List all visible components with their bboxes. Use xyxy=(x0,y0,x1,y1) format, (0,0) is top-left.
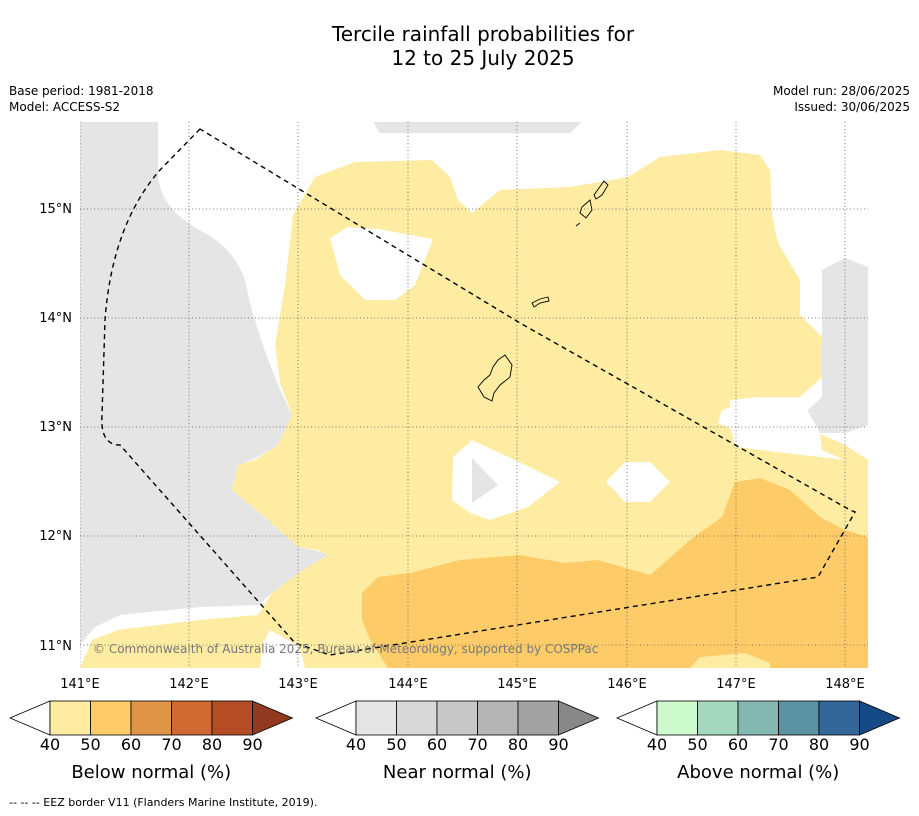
island-rota xyxy=(531,296,550,308)
legend-below-normal: 40 50 60 70 80 90 Below normal (%) xyxy=(8,700,294,783)
legend-tick-label: 60 xyxy=(121,735,141,754)
near-normal-region-north xyxy=(373,122,582,133)
climatology-patch-south xyxy=(260,630,305,668)
copyright-notice: © Commonwealth of Australia 2025, Bureau… xyxy=(93,642,598,656)
lat-label: 14°N xyxy=(39,311,72,326)
lat-label: 11°N xyxy=(39,639,72,654)
graticule xyxy=(80,122,868,668)
legend-tick-label: 80 xyxy=(809,735,829,754)
climatology-hole-east xyxy=(606,462,670,502)
near-normal-region-east xyxy=(800,258,868,433)
legend-band xyxy=(656,700,698,736)
lon-label: 147°E xyxy=(716,677,756,692)
legend-tick-label: 50 xyxy=(687,735,707,754)
legend-band xyxy=(211,700,253,736)
legend-above-normal: 40 50 60 70 80 90 Above normal (%) xyxy=(615,700,901,783)
issued-date: Issued: 30/06/2025 xyxy=(794,100,910,114)
forecast-map: © Commonwealth of Australia 2025, Bureau… xyxy=(39,122,868,692)
legend-tick-label: 60 xyxy=(728,735,748,754)
island-tinian-saipan xyxy=(575,180,609,227)
legend-band xyxy=(130,700,172,736)
legend-tick-label: 60 xyxy=(427,735,447,754)
lat-label: 12°N xyxy=(39,529,72,544)
legend-extend-high xyxy=(558,700,600,736)
legend-near-normal: 40 50 60 70 80 90 Near normal (%) xyxy=(314,700,600,783)
legend-band xyxy=(171,700,213,736)
legend-band xyxy=(90,700,132,736)
legend-tick-label: 80 xyxy=(508,735,528,754)
meta-right: Model run: 28/06/2025 Issued: 30/06/2025 xyxy=(773,83,910,115)
legend-title: Above normal (%) xyxy=(677,762,839,783)
lon-label: 143°E xyxy=(278,677,318,692)
legend-band xyxy=(517,700,559,736)
legend-band xyxy=(436,700,478,736)
legend-tick-label: 70 xyxy=(768,735,788,754)
near-normal-region-west xyxy=(80,122,328,645)
legend-tick-label: 90 xyxy=(242,735,262,754)
legend-extend-high xyxy=(859,700,901,736)
legend-tick-label: 40 xyxy=(346,735,366,754)
legend-extend-high xyxy=(252,700,294,736)
title-line-2: 12 to 25 July 2025 xyxy=(391,46,575,70)
legend-band xyxy=(477,700,519,736)
near-normal-spot-central xyxy=(472,458,498,503)
lon-label: 142°E xyxy=(169,677,209,692)
eez-footnote: -- -- -- EEZ border V11 (Flanders Marine… xyxy=(9,796,318,809)
legend-tick-label: 50 xyxy=(386,735,406,754)
legend-tick-label: 40 xyxy=(40,735,60,754)
legend-tick-label: 70 xyxy=(161,735,181,754)
legend-title: Near normal (%) xyxy=(383,762,532,783)
lon-label: 148°E xyxy=(825,677,865,692)
legend-band xyxy=(697,700,739,736)
climatology-notch-east xyxy=(730,397,845,460)
model-run: Model run: 28/06/2025 xyxy=(772,84,910,98)
legend-tick-label: 40 xyxy=(647,735,667,754)
legend-band xyxy=(737,700,779,736)
below-normal-50-region xyxy=(362,478,868,668)
base-period: Base period: 1981-2018 xyxy=(9,84,154,98)
lon-label: 145°E xyxy=(497,677,537,692)
lat-label: 15°N xyxy=(39,202,72,217)
chart-title: Tercile rainfall probabilities for 12 to… xyxy=(0,22,919,70)
legend-band xyxy=(778,700,820,736)
below-normal-40-region xyxy=(80,150,868,668)
legend-tick-label: 90 xyxy=(849,735,869,754)
climatology-hole-north xyxy=(330,227,433,300)
legend-extend-low xyxy=(314,700,357,736)
legend-extend-low xyxy=(8,700,51,736)
model-name: Model: ACCESS-S2 xyxy=(9,100,121,114)
legend-band xyxy=(818,700,860,736)
below-normal-40-patch-south xyxy=(690,653,770,668)
lat-label: 13°N xyxy=(39,420,72,435)
legend-tick-label: 70 xyxy=(467,735,487,754)
legend-title: Below normal (%) xyxy=(71,762,231,783)
meta-left: Base period: 1981-2018 Model: ACCESS-S2 xyxy=(9,83,154,115)
legend-tick-label: 80 xyxy=(202,735,222,754)
legend-tick-label: 50 xyxy=(80,735,100,754)
legend-extend-low xyxy=(615,700,658,736)
colorbar-legends: 40 50 60 70 80 90 Below normal (%) 40 50 60 70 80 90… xyxy=(8,700,901,783)
lon-label: 141°E xyxy=(60,677,100,692)
legend-band xyxy=(396,700,438,736)
climatology-hole-central xyxy=(452,440,560,520)
island-guam xyxy=(477,354,513,402)
title-line-1: Tercile rainfall probabilities for xyxy=(331,22,635,46)
map-plot-area: © Commonwealth of Australia 2025, Bureau… xyxy=(80,122,868,668)
legend-band xyxy=(49,700,91,736)
lon-label: 144°E xyxy=(388,677,428,692)
legend-tick-label: 90 xyxy=(548,735,568,754)
legend-band xyxy=(355,700,397,736)
lon-label: 146°E xyxy=(607,677,647,692)
eez-border xyxy=(101,128,857,656)
